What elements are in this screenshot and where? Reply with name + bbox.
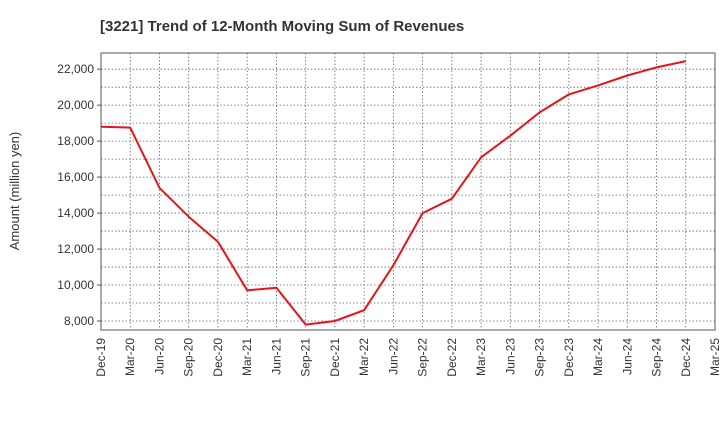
x-tick-label: Jun-24: [620, 338, 634, 375]
x-tick-label: Sep-23: [533, 338, 547, 377]
x-tick-label: Mar-20: [123, 338, 137, 376]
y-tick-label: 16,000: [57, 170, 94, 184]
grid: [100, 53, 716, 330]
y-tick-label: 20,000: [57, 98, 94, 112]
y-tick-label: 18,000: [57, 134, 94, 148]
y-tick-label: 14,000: [57, 206, 94, 220]
x-tick-label: Sep-24: [650, 338, 664, 377]
x-tick-label: Dec-19: [94, 338, 108, 377]
x-tick-label: Jun-22: [386, 338, 400, 375]
x-tick-label: Mar-24: [591, 338, 605, 376]
x-tick-label: Mar-22: [357, 338, 371, 376]
x-tick-label: Sep-21: [299, 338, 313, 377]
x-axis-ticks: Dec-19 Mar-20 Jun-20 Sep-20 Dec-20 Mar-21 Jun-…: [94, 338, 720, 377]
chart-title: [3221] Trend of 12-Month Moving Sum of R…: [100, 18, 464, 35]
series-layer: [100, 60, 687, 326]
y-axis-ticks: 8,000 10,000 12,000 14,000 16,000 18,000 20,00…: [57, 62, 101, 328]
y-tick-label: 10,000: [57, 278, 94, 292]
y-tick-label: 22,000: [57, 62, 94, 76]
plot-frame: [100, 52, 716, 331]
x-tick-label: Jun-21: [269, 338, 283, 375]
y-axis-label: Amount (million yen): [7, 132, 22, 251]
x-tick-label: Dec-20: [211, 338, 225, 377]
x-tick-label: Jun-23: [503, 338, 517, 375]
x-tick-label: Mar-25: [708, 338, 720, 376]
x-tick-label: Sep-22: [416, 338, 430, 377]
x-tick-label: Mar-23: [474, 338, 488, 376]
x-tick-label: Dec-22: [445, 338, 459, 377]
x-tick-label: Jun-20: [152, 338, 166, 375]
x-tick-label: Sep-20: [182, 338, 196, 377]
x-tick-label: Mar-21: [240, 338, 254, 376]
y-tick-label: 8,000: [64, 314, 94, 328]
x-tick-label: Dec-21: [328, 338, 342, 377]
y-tick-label: 12,000: [57, 242, 94, 256]
x-tick-label: Dec-23: [562, 338, 576, 377]
x-tick-label: Dec-24: [679, 338, 693, 377]
